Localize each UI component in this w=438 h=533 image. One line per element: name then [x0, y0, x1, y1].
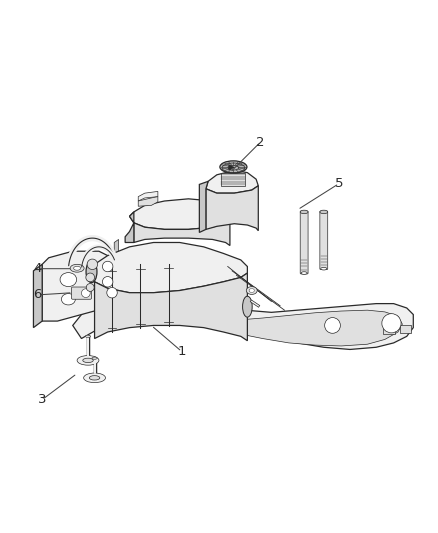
Circle shape — [87, 259, 98, 270]
Polygon shape — [199, 181, 208, 232]
Text: 2: 2 — [256, 135, 265, 149]
Ellipse shape — [321, 268, 327, 270]
Polygon shape — [206, 185, 258, 231]
Polygon shape — [219, 310, 403, 346]
Polygon shape — [33, 264, 42, 328]
Ellipse shape — [70, 264, 84, 272]
Ellipse shape — [320, 210, 328, 214]
Ellipse shape — [77, 356, 99, 365]
Ellipse shape — [74, 266, 81, 270]
Ellipse shape — [83, 358, 93, 362]
Ellipse shape — [92, 357, 97, 359]
Polygon shape — [138, 197, 158, 206]
FancyBboxPatch shape — [400, 325, 411, 333]
Text: 5: 5 — [335, 177, 343, 190]
Circle shape — [102, 277, 113, 287]
Ellipse shape — [84, 373, 106, 383]
FancyBboxPatch shape — [320, 211, 328, 270]
Ellipse shape — [85, 335, 91, 337]
Ellipse shape — [249, 288, 254, 293]
Ellipse shape — [89, 376, 100, 380]
Polygon shape — [90, 243, 247, 293]
Ellipse shape — [300, 210, 308, 214]
Ellipse shape — [301, 272, 307, 274]
Ellipse shape — [243, 296, 252, 317]
Circle shape — [325, 318, 340, 333]
Polygon shape — [114, 239, 119, 257]
Polygon shape — [125, 212, 134, 243]
Ellipse shape — [228, 166, 239, 170]
Ellipse shape — [60, 272, 77, 287]
Text: 3: 3 — [38, 393, 46, 406]
FancyBboxPatch shape — [383, 326, 395, 334]
Polygon shape — [221, 173, 245, 185]
Circle shape — [86, 284, 94, 292]
Text: 4: 4 — [34, 262, 42, 275]
Polygon shape — [130, 199, 230, 229]
Polygon shape — [134, 219, 230, 246]
Ellipse shape — [86, 261, 97, 282]
Circle shape — [107, 287, 117, 298]
Polygon shape — [206, 171, 258, 193]
Text: 1: 1 — [178, 345, 186, 358]
Circle shape — [382, 313, 401, 333]
Circle shape — [102, 261, 113, 272]
Polygon shape — [42, 251, 114, 321]
Polygon shape — [138, 191, 158, 201]
Ellipse shape — [246, 287, 257, 294]
FancyBboxPatch shape — [71, 287, 92, 299]
Polygon shape — [95, 273, 247, 341]
FancyBboxPatch shape — [300, 211, 308, 274]
Ellipse shape — [220, 161, 247, 173]
Polygon shape — [73, 297, 413, 350]
Circle shape — [86, 273, 95, 282]
Circle shape — [81, 289, 90, 297]
Text: 6: 6 — [34, 288, 42, 301]
Ellipse shape — [61, 294, 75, 305]
